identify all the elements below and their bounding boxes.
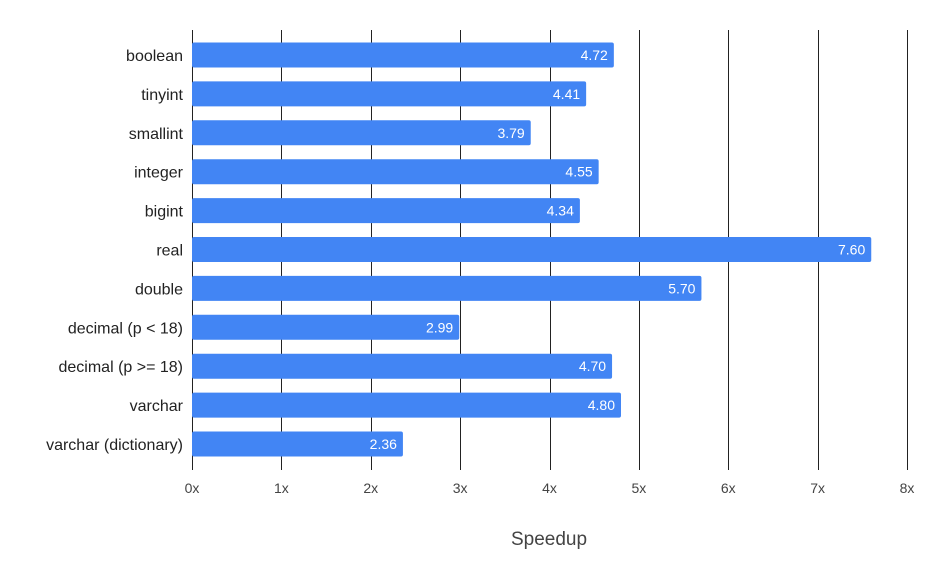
bar bbox=[192, 120, 531, 146]
bar bbox=[192, 237, 872, 262]
x-tick-label: 0x bbox=[185, 480, 200, 496]
bar-value-label: 4.70 bbox=[579, 358, 606, 374]
bar bbox=[192, 159, 599, 185]
category-labels: boolean tinyint smallint integer bigint real d… bbox=[46, 48, 184, 454]
bar-value-label: 5.70 bbox=[668, 280, 695, 296]
x-tick-label: 5x bbox=[631, 480, 646, 496]
x-tick-label: 8x bbox=[900, 480, 915, 496]
bar bbox=[192, 353, 613, 379]
x-tick-label: 6x bbox=[721, 480, 736, 496]
category-label: integer bbox=[134, 165, 184, 182]
bar-value-label: 4.72 bbox=[581, 47, 608, 63]
category-label: boolean bbox=[126, 48, 183, 65]
x-tick-label: 4x bbox=[542, 480, 557, 496]
category-label: decimal (p >= 18) bbox=[58, 359, 183, 376]
bar-value-label: 4.80 bbox=[588, 397, 615, 413]
bar bbox=[192, 42, 614, 68]
category-label: decimal (p < 18) bbox=[68, 320, 183, 337]
category-label: real bbox=[156, 243, 183, 260]
category-label: double bbox=[135, 281, 183, 298]
bar-value-label: 2.99 bbox=[426, 319, 453, 335]
bar bbox=[192, 198, 580, 224]
bars: 4.72 4.41 3.79 4.55 4.34 7.60 5.70 2.99 4.70 4.80… bbox=[192, 42, 872, 457]
category-label: varchar bbox=[130, 398, 184, 415]
bar bbox=[192, 431, 403, 457]
x-tick-label: 3x bbox=[453, 480, 468, 496]
bar bbox=[192, 392, 621, 418]
x-tick-label: 1x bbox=[274, 480, 289, 496]
bar bbox=[192, 314, 460, 340]
bar-value-label: 3.79 bbox=[497, 125, 524, 141]
bar-value-label: 4.55 bbox=[565, 164, 592, 180]
category-label: varchar (dictionary) bbox=[46, 437, 183, 454]
bar-value-label: 4.34 bbox=[547, 203, 574, 219]
category-label: tinyint bbox=[141, 87, 183, 104]
x-tick-label: 2x bbox=[363, 480, 378, 496]
bar-value-label: 7.60 bbox=[838, 242, 865, 258]
bar bbox=[192, 81, 587, 107]
x-tick-label: 7x bbox=[810, 480, 825, 496]
category-label: smallint bbox=[129, 126, 184, 143]
bar-value-label: 4.41 bbox=[553, 86, 580, 102]
x-axis-title: Speedup bbox=[511, 529, 587, 550]
bar-value-label: 2.36 bbox=[370, 436, 397, 452]
bar bbox=[192, 275, 702, 301]
category-label: bigint bbox=[145, 204, 184, 221]
x-tick-labels: 0x 1x 2x 3x 4x 5x 6x 7x 8x bbox=[185, 480, 915, 496]
